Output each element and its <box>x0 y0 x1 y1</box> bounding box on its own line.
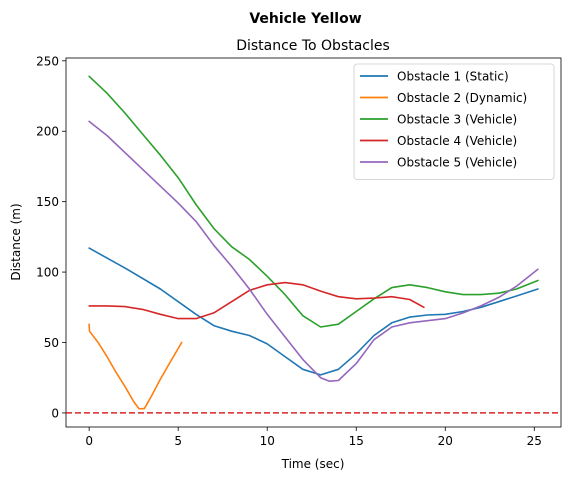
series-lines <box>66 75 561 414</box>
series-line-obstacle-3 <box>88 75 539 328</box>
series-line-obstacle-4 <box>88 281 425 320</box>
x-tick-label: 15 <box>349 434 364 448</box>
legend-label-obstacle-4: Obstacle 4 (Vehicle) <box>397 134 517 148</box>
legend-label-obstacle-3: Obstacle 3 (Vehicle) <box>397 113 517 127</box>
y-tick-label: 250 <box>36 54 59 68</box>
x-tick-label: 0 <box>85 434 93 448</box>
y-tick-label: 0 <box>51 406 59 420</box>
chart-title: Distance To Obstacles <box>236 38 390 54</box>
y-tick-label: 100 <box>36 266 59 280</box>
y-tick-label: 200 <box>36 125 59 139</box>
x-axis-label: Time (sec) <box>281 457 345 471</box>
axes <box>65 57 562 428</box>
series-line-obstacle-1 <box>88 247 539 376</box>
legend-label-obstacle-5: Obstacle 5 (Vehicle) <box>397 156 517 170</box>
series-line-obstacle-2 <box>88 323 183 410</box>
legend: Obstacle 1 (Static) Obstacle 2 (Dynamic) O… <box>353 63 555 180</box>
x-tick-label: 5 <box>174 434 182 448</box>
x-tick-label: 20 <box>438 434 453 448</box>
legend-label-obstacle-2: Obstacle 2 (Dynamic) <box>397 91 527 105</box>
plot-area-frame <box>65 57 562 428</box>
x-tick-label: 25 <box>527 434 542 448</box>
chart-suptitle: Vehicle Yellow <box>249 11 361 27</box>
series-line-obstacle-5 <box>88 120 539 383</box>
x-tick-label: 10 <box>260 434 275 448</box>
legend-box <box>353 63 555 180</box>
y-tick-label: 150 <box>36 195 59 209</box>
legend-label-obstacle-1: Obstacle 1 (Static) <box>397 70 509 84</box>
y-axis-label: Distance (m) <box>9 203 23 280</box>
y-tick-label: 50 <box>44 336 59 350</box>
